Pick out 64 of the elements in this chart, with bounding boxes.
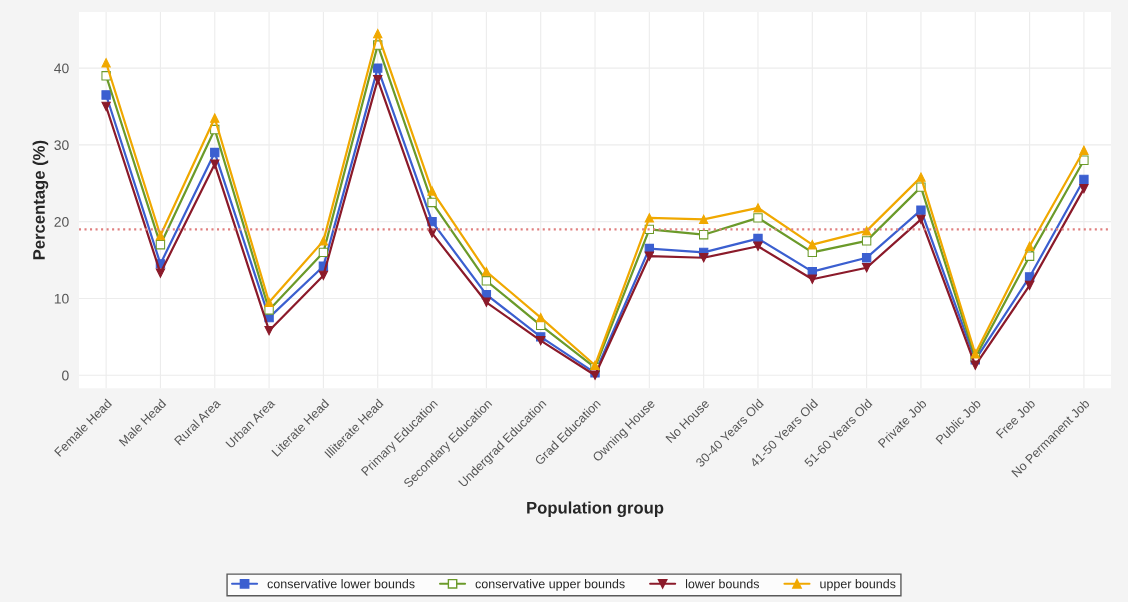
point (861, 226, 872, 236)
point (318, 270, 329, 281)
point (101, 90, 111, 100)
y-tick-label: 40 (54, 63, 69, 74)
point (481, 266, 492, 277)
legend-label: upper bounds (820, 579, 896, 591)
point (373, 63, 383, 73)
legend-label: conservative upper bounds (475, 579, 625, 591)
point (1024, 241, 1035, 251)
point (644, 251, 655, 261)
point (753, 213, 763, 223)
point (970, 349, 980, 359)
point (427, 228, 437, 238)
point (264, 297, 274, 307)
point (807, 240, 817, 250)
point (644, 213, 655, 223)
y-tick-label: 10 (54, 293, 69, 304)
point (807, 274, 817, 284)
point (536, 336, 546, 346)
y-tick-label: 30 (54, 140, 69, 151)
point (698, 214, 709, 225)
point (1079, 145, 1089, 155)
point (101, 101, 111, 112)
point (210, 147, 220, 158)
point (155, 230, 166, 241)
point (1079, 155, 1089, 165)
point (155, 240, 166, 250)
point (916, 214, 926, 225)
point (373, 28, 383, 39)
point (698, 230, 709, 240)
point (264, 326, 274, 336)
point (101, 58, 111, 68)
y-tick-label: 20 (54, 217, 69, 227)
point (427, 197, 437, 208)
point (318, 247, 329, 258)
point (861, 236, 872, 246)
point (427, 186, 437, 196)
y-tick-label: 0 (62, 370, 69, 381)
point (1079, 174, 1089, 185)
x-axis-title: Population group (527, 501, 664, 517)
point (536, 312, 546, 323)
point (481, 276, 492, 286)
point (861, 253, 872, 263)
point (753, 233, 763, 244)
point (373, 74, 383, 85)
point (318, 236, 329, 246)
point (916, 172, 926, 182)
point (916, 205, 926, 215)
y-axis-title: Percentage (%) (32, 140, 49, 260)
point (753, 203, 763, 213)
point (698, 253, 709, 263)
point (1079, 183, 1089, 194)
point (481, 297, 492, 307)
point (155, 268, 166, 278)
legend-label: conservative lower bounds (267, 579, 415, 589)
point (210, 159, 220, 169)
x-tick-label: Free Job (995, 398, 1036, 439)
point (970, 360, 980, 370)
point (753, 241, 763, 251)
point (264, 305, 274, 315)
legend-label: lower bounds (685, 579, 760, 589)
point (1024, 280, 1035, 291)
point (210, 113, 220, 123)
point (861, 263, 872, 273)
